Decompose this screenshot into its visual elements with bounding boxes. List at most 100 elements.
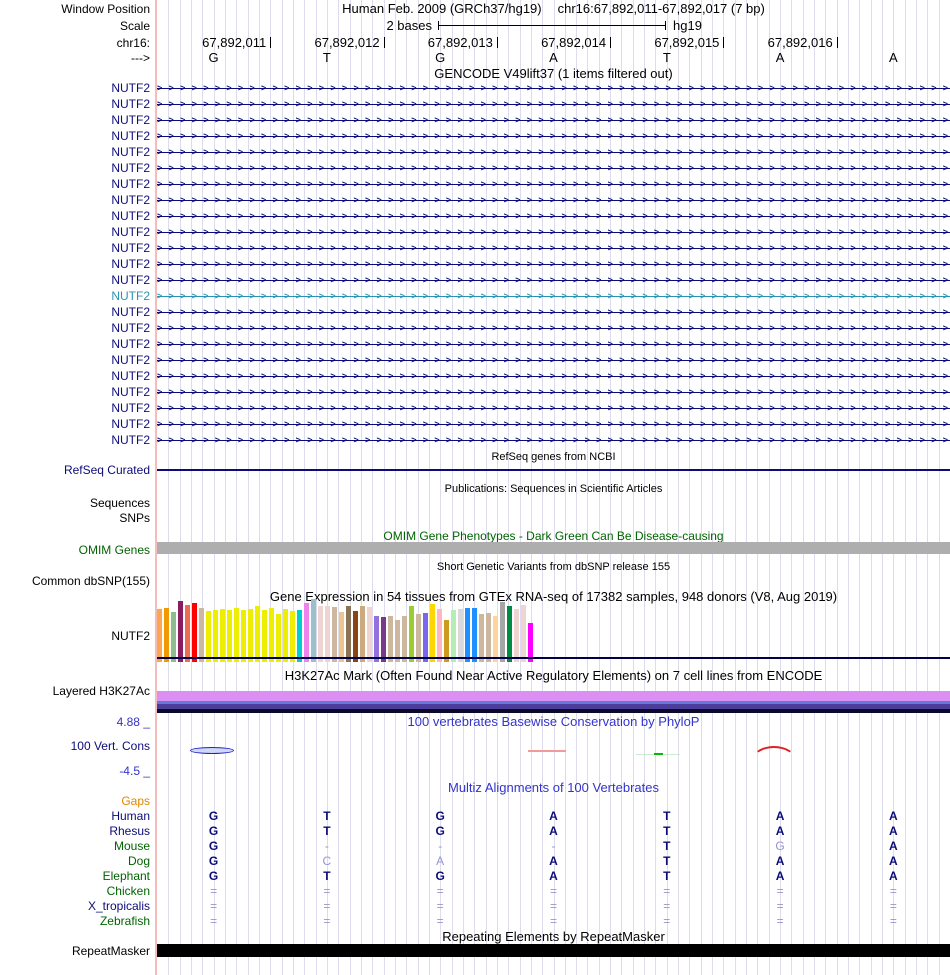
gtex-bar[interactable] (206, 611, 211, 658)
gtex-bar[interactable] (395, 620, 400, 658)
gene-row-label[interactable]: NUTF2 (111, 273, 150, 287)
gtex-bar[interactable] (185, 605, 190, 658)
gtex-bar[interactable] (213, 610, 218, 658)
gtex-bar[interactable] (528, 623, 533, 658)
gene-row-label[interactable]: NUTF2 (111, 129, 150, 143)
gtex-bar[interactable] (514, 609, 519, 658)
gene-row[interactable]: >>>>>>>>>>>>>>>>>>>>>>>>>>>>>>>>>>>>>>>>… (157, 128, 950, 144)
gtex-bar[interactable] (458, 609, 463, 658)
gtex-bar[interactable] (423, 613, 428, 658)
gtex-bar[interactable] (388, 616, 393, 658)
sequences-track-label[interactable]: Sequences (89, 496, 150, 510)
gene-row-label[interactable]: NUTF2 (111, 353, 150, 367)
gene-row-label[interactable]: NUTF2 (111, 113, 150, 127)
gtex-bar[interactable] (283, 609, 288, 658)
gtex-bar[interactable] (234, 608, 239, 658)
gtex-bar[interactable] (227, 610, 232, 658)
snps-track-label[interactable]: SNPs (119, 511, 150, 525)
gtex-bar[interactable] (248, 609, 253, 658)
gene-row[interactable]: >>>>>>>>>>>>>>>>>>>>>>>>>>>>>>>>>>>>>>>>… (157, 336, 950, 352)
gtex-bar[interactable] (465, 608, 470, 658)
gene-row[interactable]: >>>>>>>>>>>>>>>>>>>>>>>>>>>>>>>>>>>>>>>>… (157, 352, 950, 368)
omim-gene-bar[interactable] (157, 542, 950, 554)
gtex-bar[interactable] (318, 606, 323, 658)
multiz-species-label[interactable]: Dog (127, 854, 150, 868)
gene-row-label[interactable]: NUTF2 (111, 289, 150, 303)
gene-row[interactable]: >>>>>>>>>>>>>>>>>>>>>>>>>>>>>>>>>>>>>>>>… (157, 160, 950, 176)
dbsnp-track-label[interactable]: Common dbSNP(155) (31, 574, 150, 588)
multiz-species-label[interactable]: Zebrafish (99, 914, 150, 928)
gtex-bar[interactable] (297, 610, 302, 658)
gene-row-label[interactable]: NUTF2 (111, 177, 150, 191)
gtex-gene-label[interactable]: NUTF2 (111, 629, 150, 643)
gtex-bar[interactable] (269, 608, 274, 658)
gtex-bar[interactable] (199, 608, 204, 658)
gene-row[interactable]: >>>>>>>>>>>>>>>>>>>>>>>>>>>>>>>>>>>>>>>>… (157, 288, 950, 304)
gtex-bar[interactable] (493, 616, 498, 658)
gene-row[interactable]: >>>>>>>>>>>>>>>>>>>>>>>>>>>>>>>>>>>>>>>>… (157, 320, 950, 336)
multiz-species-label[interactable]: Mouse (113, 839, 150, 853)
gene-row[interactable]: >>>>>>>>>>>>>>>>>>>>>>>>>>>>>>>>>>>>>>>>… (157, 400, 950, 416)
gene-row[interactable]: >>>>>>>>>>>>>>>>>>>>>>>>>>>>>>>>>>>>>>>>… (157, 432, 950, 448)
gtex-bar[interactable] (178, 601, 183, 658)
refseq-gene-bar[interactable] (157, 469, 950, 471)
repeatmasker-bar[interactable] (157, 944, 950, 957)
multiz-species-label[interactable]: Elephant (102, 869, 150, 883)
gtex-bar[interactable] (430, 604, 435, 658)
gtex-bar[interactable] (339, 612, 344, 658)
h3k27ac-track-label[interactable]: Layered H3K27Ac (52, 684, 150, 698)
gtex-bar[interactable] (444, 620, 449, 658)
gtex-bar[interactable] (332, 607, 337, 658)
gene-row[interactable]: >>>>>>>>>>>>>>>>>>>>>>>>>>>>>>>>>>>>>>>>… (157, 192, 950, 208)
gtex-bar[interactable] (325, 606, 330, 658)
multiz-species-label[interactable]: Rhesus (109, 824, 150, 838)
gtex-bar[interactable] (479, 614, 484, 658)
gene-row[interactable]: >>>>>>>>>>>>>>>>>>>>>>>>>>>>>>>>>>>>>>>>… (157, 240, 950, 256)
multiz-gaps-label[interactable]: Gaps (121, 794, 150, 808)
gtex-bar[interactable] (416, 614, 421, 658)
multiz-species-row[interactable]: = = = = = = = (157, 884, 950, 899)
gene-row-label[interactable]: NUTF2 (111, 433, 150, 447)
phylop-track-label[interactable]: 100 Vert. Cons (70, 739, 150, 753)
gene-row[interactable]: >>>>>>>>>>>>>>>>>>>>>>>>>>>>>>>>>>>>>>>>… (157, 176, 950, 192)
repeatmasker-track-label[interactable]: RepeatMasker (71, 944, 150, 958)
gtex-bar[interactable] (262, 610, 267, 658)
gene-row[interactable]: >>>>>>>>>>>>>>>>>>>>>>>>>>>>>>>>>>>>>>>>… (157, 416, 950, 432)
gtex-bar[interactable] (500, 602, 505, 658)
gtex-bar[interactable] (290, 611, 295, 658)
gtex-bar[interactable] (276, 614, 281, 658)
phylop-line[interactable] (528, 750, 566, 752)
gtex-bar[interactable] (409, 606, 414, 658)
phylop-dash[interactable] (654, 753, 663, 755)
gene-row-label[interactable]: NUTF2 (111, 417, 150, 431)
gene-row[interactable]: >>>>>>>>>>>>>>>>>>>>>>>>>>>>>>>>>>>>>>>>… (157, 384, 950, 400)
gene-row[interactable]: >>>>>>>>>>>>>>>>>>>>>>>>>>>>>>>>>>>>>>>>… (157, 112, 950, 128)
multiz-species-row[interactable]: = = = = = = = (157, 899, 950, 914)
multiz-species-label[interactable]: X_tropicalis (87, 899, 150, 913)
multiz-species-label[interactable]: Human (111, 809, 150, 823)
gtex-bar[interactable] (164, 608, 169, 658)
gene-row-label[interactable]: NUTF2 (111, 305, 150, 319)
phylop-positive-arc[interactable] (752, 746, 796, 753)
gtex-bar[interactable] (192, 603, 197, 658)
gene-row-label[interactable]: NUTF2 (111, 209, 150, 223)
refseq-track-label[interactable]: RefSeq Curated (63, 463, 150, 477)
gtex-bar[interactable] (360, 606, 365, 658)
gene-row-label[interactable]: NUTF2 (111, 369, 150, 383)
gene-row-label[interactable]: NUTF2 (111, 401, 150, 415)
gene-row[interactable]: >>>>>>>>>>>>>>>>>>>>>>>>>>>>>>>>>>>>>>>>… (157, 256, 950, 272)
gtex-bar[interactable] (171, 612, 176, 658)
gtex-bar[interactable] (353, 611, 358, 658)
multiz-species-row[interactable]: = = = = = = = (157, 914, 950, 929)
gtex-bar[interactable] (157, 609, 162, 658)
gene-row-label[interactable]: NUTF2 (111, 161, 150, 175)
gtex-bar[interactable] (220, 609, 225, 658)
gtex-bar[interactable] (451, 610, 456, 658)
gene-row-label[interactable]: NUTF2 (111, 97, 150, 111)
gene-row-label[interactable]: NUTF2 (111, 257, 150, 271)
gtex-bar[interactable] (241, 610, 246, 658)
